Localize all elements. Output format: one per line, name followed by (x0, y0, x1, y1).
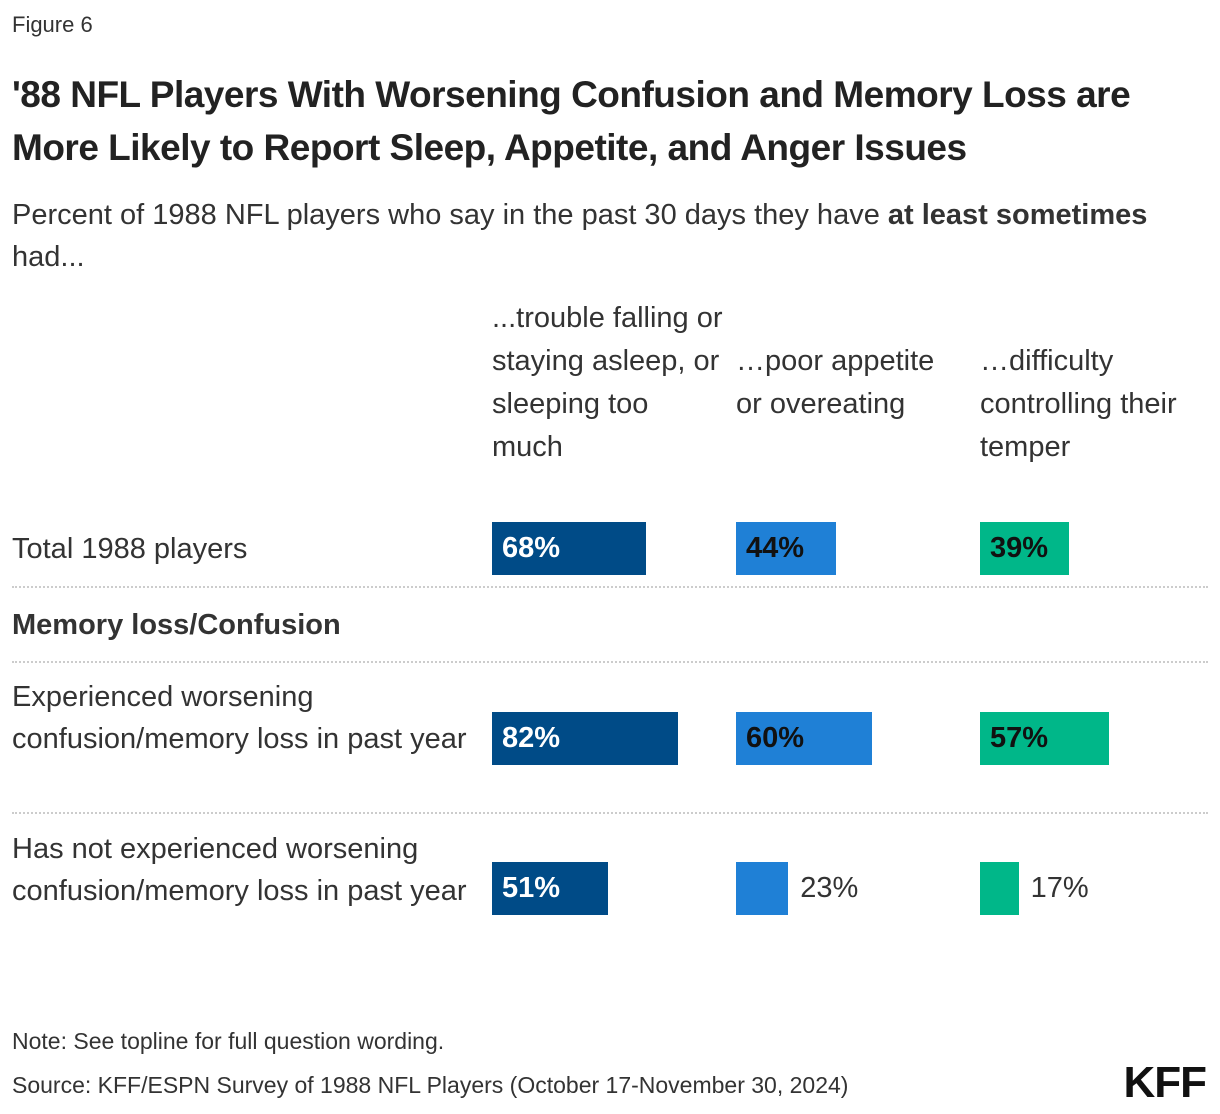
value-label: 23% (800, 872, 859, 904)
value-label: 44% (746, 532, 805, 564)
bar (736, 712, 873, 765)
bar (980, 712, 1110, 765)
bar (736, 862, 789, 915)
subtitle-end: had... (12, 241, 85, 273)
bar (492, 712, 679, 765)
kff-logo: KFF (1123, 1058, 1207, 1107)
row-label-total: Total 1988 players (12, 533, 248, 565)
group-header: Memory loss/Confusion (12, 609, 341, 641)
value-label: 68% (502, 532, 561, 564)
bar (980, 522, 1069, 575)
bar (736, 522, 836, 575)
row-separator (12, 661, 1208, 663)
subtitle-text: Percent of 1988 NFL players who say in t… (12, 199, 888, 231)
row-label-worsening: Experienced worsening confusion/memory l… (12, 681, 467, 755)
bar (492, 522, 647, 575)
value-label: 39% (990, 532, 1049, 564)
chart-subtitle: Percent of 1988 NFL players who say in t… (12, 194, 1162, 278)
value-label: 60% (746, 722, 805, 754)
row-separator (12, 812, 1208, 814)
value-label: 57% (990, 722, 1049, 754)
row-separator (12, 586, 1208, 588)
value-label: 17% (1030, 872, 1089, 904)
column-header-sleep: ...trouble falling or staying asleep, or… (492, 302, 723, 463)
bar (980, 862, 1019, 915)
figure-label: Figure 6 (12, 12, 93, 37)
value-label: 51% (502, 872, 561, 904)
row-label-not-worsening: Has not experienced worsening confusion/… (12, 833, 467, 907)
bar (492, 862, 608, 915)
chart-title: '88 NFL Players With Worsening Confusion… (12, 74, 1131, 168)
column-header-temper: …difficulty controlling their temper (980, 345, 1177, 463)
note: Note: See topline for full question word… (12, 1028, 445, 1054)
subtitle-bold: at least sometimes (887, 199, 1148, 231)
source: Source: KFF/ESPN Survey of 1988 NFL Play… (12, 1072, 849, 1098)
column-header-appetite: …poor appetite or overeating (736, 345, 935, 420)
value-label: 82% (502, 722, 561, 754)
